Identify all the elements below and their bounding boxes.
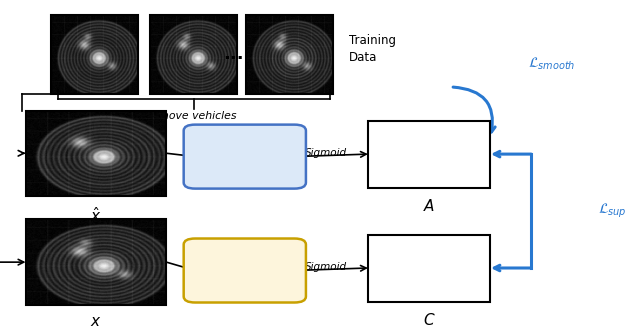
Text: 0.0: 0.0 [419,276,439,289]
Text: 0.3: 0.3 [459,162,479,175]
Text: Sigmoid: Sigmoid [305,262,348,272]
Text: $\mathit{C}$: $\mathit{C}$ [422,312,435,328]
Text: $x$: $x$ [90,314,102,329]
Text: $\hat{x}$: $\hat{x}$ [90,206,102,225]
Text: 0.6: 0.6 [459,136,479,149]
Text: 0.5: 0.5 [418,250,440,263]
Text: Perception
Predictor: Perception Predictor [209,141,281,172]
Text: 0.5: 0.5 [418,136,440,149]
Text: $\mathit{A}$: $\mathit{A}$ [422,198,435,214]
Text: Pre-trained
MultiAgentDet: Pre-trained MultiAgentDet [196,255,293,286]
FancyBboxPatch shape [184,239,306,303]
Text: 0.6: 0.6 [378,162,400,175]
Text: 0.0: 0.0 [459,250,479,263]
Bar [51,15,138,94]
Text: 0.6: 0.6 [419,162,439,175]
Text: $\mathcal{L}_{sup}$: $\mathcal{L}_{sup}$ [598,202,627,220]
Text: $\mathcal{L}_{smooth}$: $\mathcal{L}_{smooth}$ [528,56,575,72]
Bar [368,234,490,302]
Text: Sigmoid: Sigmoid [305,148,348,158]
Text: 0.7: 0.7 [378,276,400,289]
Bar [246,15,333,94]
Bar [26,219,166,305]
Text: Training
Data: Training Data [349,34,396,64]
Text: remove vehicles: remove vehicles [147,111,237,121]
FancyBboxPatch shape [184,125,306,189]
Bar [368,121,490,188]
Text: ...: ... [223,45,244,63]
Text: 0.4: 0.4 [379,136,399,149]
Text: 0.0: 0.0 [459,276,479,289]
Bar [26,111,166,196]
Bar [150,15,237,94]
Text: 0.1: 0.1 [379,250,399,263]
